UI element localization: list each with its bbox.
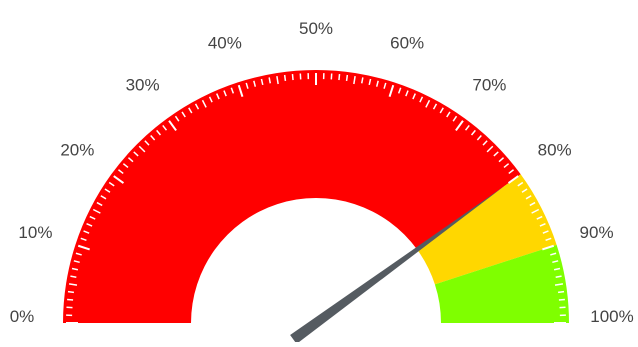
gauge-tick-label: 50% bbox=[299, 19, 333, 38]
gauge-tick-label: 20% bbox=[60, 141, 94, 160]
gauge-bands bbox=[63, 70, 569, 323]
gauge-tick-label: 60% bbox=[390, 33, 424, 52]
gauge-tick bbox=[347, 75, 348, 81]
gauge-tick-label: 0% bbox=[10, 307, 35, 326]
gauge-tick-label: 10% bbox=[18, 223, 52, 242]
gauge-tick bbox=[559, 299, 565, 300]
gauge-tick-label: 30% bbox=[126, 75, 160, 94]
gauge-tick-label: 100% bbox=[590, 307, 633, 326]
gauge-tick-label: 90% bbox=[580, 223, 614, 242]
gauge-tick bbox=[339, 74, 340, 80]
gauge-tick bbox=[558, 292, 564, 293]
gauge-tick bbox=[68, 292, 74, 293]
gauge-tick bbox=[285, 75, 286, 81]
gauge-tick-label: 80% bbox=[538, 141, 572, 160]
gauge-tick-label: 40% bbox=[208, 33, 242, 52]
gauge-tick-label: 70% bbox=[472, 75, 506, 94]
gauge-tick bbox=[67, 299, 73, 300]
gauge-tick bbox=[292, 74, 293, 80]
